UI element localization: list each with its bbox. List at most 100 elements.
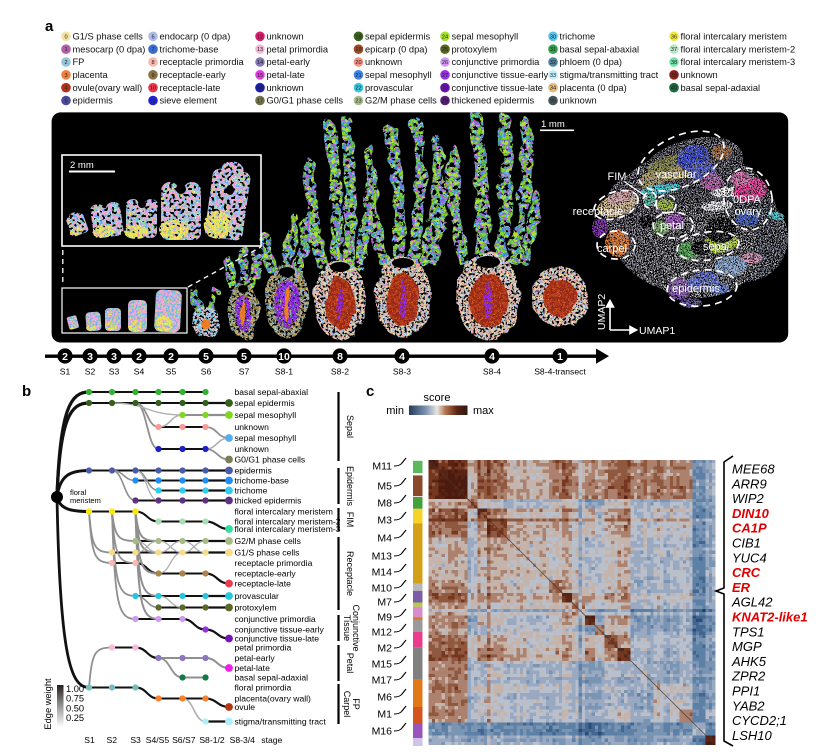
- svg-text:6: 6: [151, 34, 154, 40]
- svg-text:Edge weight: Edge weight: [43, 678, 53, 730]
- svg-text:21: 21: [355, 73, 361, 79]
- svg-text:5: 5: [241, 351, 247, 363]
- svg-text:0.50: 0.50: [66, 704, 84, 714]
- svg-text:1.00: 1.00: [66, 684, 84, 694]
- svg-text:provascular: provascular: [365, 83, 413, 93]
- svg-text:petal primordia: petal primordia: [235, 643, 292, 653]
- svg-text:phloem (0 dpa): phloem (0 dpa): [560, 57, 623, 67]
- svg-text:provascular: provascular: [235, 591, 280, 601]
- svg-text:S5: S5: [166, 367, 177, 377]
- svg-text:unknown: unknown: [267, 32, 304, 42]
- svg-text:8: 8: [337, 351, 343, 363]
- svg-text:FIM: FIM: [608, 171, 627, 183]
- svg-text:4: 4: [64, 86, 67, 92]
- svg-text:petal-early: petal-early: [267, 57, 311, 67]
- svg-text:Epidermis: Epidermis: [345, 466, 355, 507]
- svg-text:S6/S7: S6/S7: [172, 735, 196, 745]
- svg-text:receptacle-late: receptacle-late: [235, 579, 292, 589]
- svg-text:1 mm: 1 mm: [541, 119, 565, 130]
- svg-text:max: max: [473, 405, 494, 417]
- svg-text:2: 2: [136, 351, 142, 363]
- svg-text:5: 5: [64, 99, 67, 105]
- svg-text:trichome: trichome: [235, 486, 268, 496]
- svg-text:S8-1: S8-1: [275, 367, 293, 377]
- svg-text:floral primordia: floral primordia: [235, 683, 292, 693]
- svg-text:UMAP2: UMAP2: [596, 294, 608, 330]
- svg-text:UMAP1: UMAP1: [639, 325, 675, 337]
- svg-text:11: 11: [150, 99, 156, 105]
- svg-text:min: min: [386, 405, 404, 417]
- svg-text:0.25: 0.25: [66, 713, 84, 723]
- svg-text:protoxylem: protoxylem: [235, 603, 277, 613]
- svg-text:2: 2: [62, 351, 68, 363]
- svg-text:26: 26: [442, 60, 448, 66]
- svg-text:20: 20: [355, 60, 361, 66]
- svg-text:3: 3: [64, 73, 67, 79]
- svg-text:22: 22: [355, 86, 361, 92]
- svg-text:37: 37: [671, 47, 677, 53]
- svg-text:unknown: unknown: [267, 83, 304, 93]
- svg-text:4: 4: [489, 351, 495, 363]
- svg-text:placenta(ovary wall): placenta(ovary wall): [235, 694, 312, 704]
- svg-text:score: score: [424, 392, 451, 404]
- svg-text:receptacle primordia: receptacle primordia: [235, 558, 313, 568]
- svg-text:0.75: 0.75: [66, 694, 84, 704]
- svg-text:carpel: carpel: [597, 243, 627, 255]
- svg-text:receptacle-early: receptacle-early: [235, 569, 297, 579]
- svg-text:conjunctive tissue-early: conjunctive tissue-early: [452, 70, 549, 80]
- svg-text:FIM: FIM: [345, 512, 355, 528]
- svg-text:31: 31: [550, 47, 556, 53]
- svg-text:thicked epidermis: thicked epidermis: [235, 496, 302, 506]
- svg-text:conjunctive tissue-late: conjunctive tissue-late: [452, 83, 543, 93]
- svg-text:sepal mesophyll: sepal mesophyll: [235, 410, 297, 420]
- svg-text:petal primordia: petal primordia: [267, 44, 329, 54]
- svg-text:10: 10: [278, 351, 290, 363]
- svg-text:23: 23: [355, 99, 361, 105]
- svg-text:36: 36: [671, 34, 677, 40]
- svg-text:thickened epidermis: thickened epidermis: [452, 96, 535, 106]
- svg-text:floral intercalary meristem-3: floral intercalary meristem-3: [681, 57, 796, 67]
- svg-text:floral intercalary meristem-3: floral intercalary meristem-3: [235, 524, 341, 534]
- svg-text:sieve element: sieve element: [160, 96, 218, 106]
- svg-text:placenta (0 dpa): placenta (0 dpa): [560, 83, 627, 93]
- svg-text:3: 3: [87, 351, 93, 363]
- svg-text:floral intercalary meristem: floral intercalary meristem: [235, 507, 333, 517]
- svg-text:unknown: unknown: [681, 70, 718, 80]
- svg-text:receptacle: receptacle: [573, 206, 624, 218]
- svg-text:33: 33: [550, 73, 556, 79]
- svg-text:conjunctive tissue-late: conjunctive tissue-late: [235, 634, 320, 644]
- svg-text:1: 1: [557, 351, 563, 363]
- svg-text:receptacle-early: receptacle-early: [160, 70, 226, 80]
- svg-text:3: 3: [111, 351, 117, 363]
- svg-text:18: 18: [355, 34, 361, 40]
- svg-text:floral intercalary meristem-2: floral intercalary meristem-2: [681, 44, 796, 54]
- svg-text:29: 29: [442, 99, 448, 105]
- svg-text:epidermis: epidermis: [672, 283, 720, 295]
- svg-text:floral intercalary meristem: floral intercalary meristem: [681, 32, 788, 42]
- svg-text:petal-late: petal-late: [267, 70, 305, 80]
- svg-text:sepal mesophyll: sepal mesophyll: [452, 32, 519, 42]
- svg-text:sepal mesophyll: sepal mesophyll: [235, 433, 297, 443]
- svg-text:S8-3/4: S8-3/4: [230, 735, 256, 745]
- svg-text:8: 8: [151, 60, 154, 66]
- svg-text:S7: S7: [239, 367, 250, 377]
- svg-text:sepal epidermis: sepal epidermis: [365, 32, 430, 42]
- svg-text:S3: S3: [109, 367, 120, 377]
- svg-text:10: 10: [150, 86, 156, 92]
- svg-text:basal sepal-adaxial: basal sepal-adaxial: [235, 673, 309, 683]
- svg-text:G1/S phase cells: G1/S phase cells: [235, 548, 300, 558]
- svg-text:ovary: ovary: [735, 206, 762, 218]
- svg-text:trichome-base: trichome-base: [235, 476, 290, 486]
- svg-text:receptacle-late: receptacle-late: [160, 83, 221, 93]
- svg-text:stigma/transmitting tract: stigma/transmitting tract: [560, 70, 659, 80]
- svg-text:Petal: Petal: [345, 653, 355, 674]
- svg-text:mesocarp (0 dpa): mesocarp (0 dpa): [73, 44, 146, 54]
- svg-text:conjunctive primordia: conjunctive primordia: [452, 57, 541, 67]
- svg-text:conjunctive tissue-early: conjunctive tissue-early: [235, 625, 325, 635]
- svg-text:Tissue: Tissue: [342, 615, 352, 641]
- svg-text:7: 7: [151, 47, 154, 53]
- svg-text:petal: petal: [660, 220, 684, 232]
- svg-text:2: 2: [168, 351, 174, 363]
- svg-text:32: 32: [550, 60, 556, 66]
- svg-text:sepal: sepal: [703, 241, 729, 253]
